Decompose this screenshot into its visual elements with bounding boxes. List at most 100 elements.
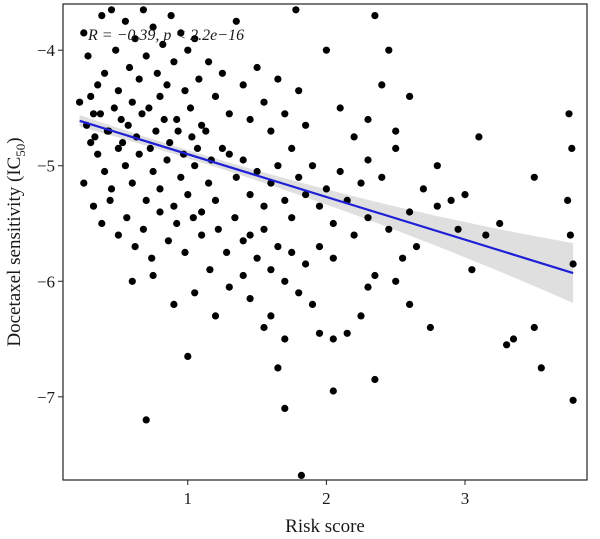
regression-line-group (79, 119, 574, 275)
data-point (149, 23, 157, 31)
data-point (80, 179, 88, 187)
regression-line (79, 119, 574, 275)
data-point (246, 295, 254, 303)
data-point (211, 92, 220, 100)
data-point (468, 266, 476, 274)
data-point (160, 115, 168, 124)
data-point (357, 179, 365, 187)
data-point (114, 231, 122, 239)
data-point (232, 17, 240, 25)
data-point (399, 254, 407, 262)
data-point (107, 185, 116, 193)
data-point (145, 104, 153, 112)
data-point (218, 144, 226, 152)
data-point (205, 58, 213, 66)
data-point (246, 191, 254, 199)
data-point (260, 202, 268, 210)
data-point (329, 387, 337, 395)
data-point (239, 237, 247, 245)
data-point (202, 127, 210, 135)
data-point (419, 185, 427, 193)
data-point (167, 12, 175, 20)
data-point (537, 364, 545, 372)
data-point (76, 98, 84, 106)
data-point (371, 12, 379, 20)
data-point (565, 110, 573, 118)
data-point (125, 63, 134, 72)
x-tick-label: 2 (322, 489, 331, 508)
data-point (288, 248, 296, 256)
data-point (281, 196, 289, 204)
data-point (308, 300, 317, 308)
data-point (166, 139, 174, 147)
data-point (138, 110, 146, 118)
data-point (191, 35, 199, 43)
confidence-band (79, 115, 574, 303)
data-point (142, 196, 150, 204)
data-point (191, 289, 199, 297)
data-point (496, 219, 504, 228)
data-point (509, 335, 518, 343)
correlation-annotation: R = −0.39, p < 2.2e−16 (87, 27, 244, 44)
data-point (139, 6, 147, 14)
data-point (223, 248, 231, 256)
data-point (107, 6, 116, 14)
data-point (128, 98, 136, 106)
data-point (295, 173, 303, 181)
data-point (406, 208, 414, 216)
data-point (295, 87, 303, 95)
data-point (101, 69, 109, 77)
data-point (84, 52, 92, 60)
data-point (156, 185, 164, 193)
data-point (184, 191, 192, 199)
data-point (128, 277, 136, 285)
data-point (253, 167, 261, 176)
data-point (148, 254, 156, 262)
data-point (89, 110, 98, 118)
data-point (281, 277, 289, 285)
data-point (205, 179, 213, 187)
data-point (128, 179, 136, 187)
data-point (274, 162, 282, 170)
data-point (406, 300, 414, 308)
data-point (569, 396, 577, 404)
data-point (378, 173, 386, 181)
data-point (218, 69, 226, 77)
data-point (260, 98, 268, 106)
data-point (119, 139, 127, 147)
y-tick-label: −7 (37, 388, 56, 407)
data-point (329, 335, 337, 343)
data-point (139, 225, 147, 233)
data-point (392, 127, 400, 135)
data-point (174, 127, 182, 135)
data-point (482, 231, 490, 239)
data-point (96, 110, 104, 118)
data-point (239, 156, 247, 164)
data-point (371, 375, 379, 384)
data-point (106, 196, 114, 204)
data-point (198, 121, 206, 129)
y-axis-title-main: Docetaxel sensitivity (IC (4, 157, 25, 347)
data-point (146, 144, 154, 152)
data-point (87, 92, 95, 100)
data-point (503, 341, 511, 349)
data-point (198, 231, 206, 239)
data-point (260, 323, 268, 332)
data-point (87, 139, 95, 147)
data-point (206, 266, 214, 274)
data-point (246, 115, 254, 124)
data-point (322, 185, 330, 193)
data-point (114, 87, 122, 95)
data-point (253, 254, 261, 262)
data-point (329, 219, 337, 228)
data-point (156, 92, 164, 100)
scatter-points (76, 6, 577, 479)
data-point (184, 46, 192, 54)
data-point (142, 416, 150, 424)
data-point (364, 214, 372, 222)
data-point (329, 254, 337, 262)
data-point (564, 196, 572, 204)
data-point (281, 404, 289, 412)
data-point (198, 208, 206, 216)
data-point (385, 46, 393, 54)
